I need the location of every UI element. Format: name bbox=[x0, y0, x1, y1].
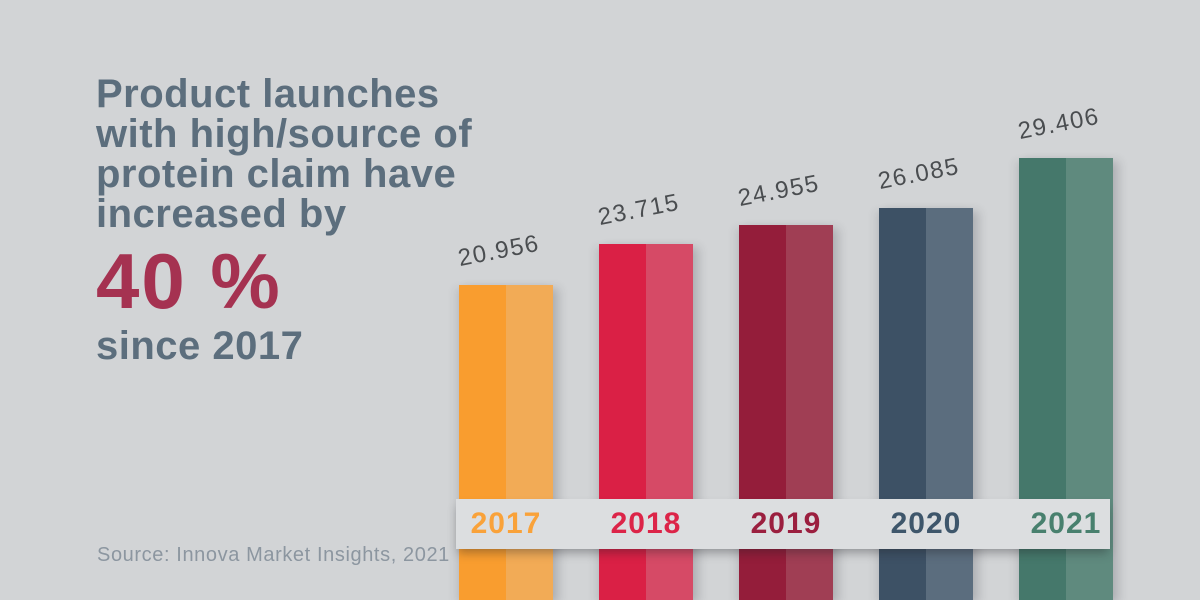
bar-value-label-2020: 26.085 bbox=[875, 152, 962, 195]
x-axis-band: 2017 2018 2019 2020 2021 bbox=[456, 499, 1110, 549]
source-note: Source: Innova Market Insights, 2021 bbox=[97, 544, 450, 566]
x-axis-label-2018: 2018 bbox=[610, 507, 682, 540]
bar-value-label-2019: 24.955 bbox=[735, 169, 822, 212]
x-axis-label-2021: 2021 bbox=[1030, 507, 1102, 540]
headline-line-2: with high/source of bbox=[96, 112, 473, 156]
x-axis-label-2019: 2019 bbox=[750, 507, 822, 540]
bar-value-label-2017: 20.956 bbox=[455, 229, 542, 272]
x-axis-label-2017: 2017 bbox=[470, 507, 542, 540]
headline-suffix: since 2017 bbox=[96, 324, 304, 368]
headline: Product launches with high/source of pro… bbox=[96, 74, 472, 234]
bar-value-label-2021: 29.406 bbox=[1015, 102, 1102, 145]
headline-line-1: Product launches bbox=[96, 72, 440, 116]
bar-2017 bbox=[459, 285, 553, 600]
headline-line-3: protein claim have bbox=[96, 152, 457, 196]
bar-2017-left-shade bbox=[459, 285, 506, 600]
headline-line-4: increased by bbox=[96, 192, 347, 236]
bar-value-label-2018: 23.715 bbox=[595, 188, 682, 231]
bar-2017-right-shade bbox=[506, 285, 553, 600]
x-axis-label-2020: 2020 bbox=[890, 507, 962, 540]
highlight-percentage: 40 % bbox=[96, 237, 282, 325]
